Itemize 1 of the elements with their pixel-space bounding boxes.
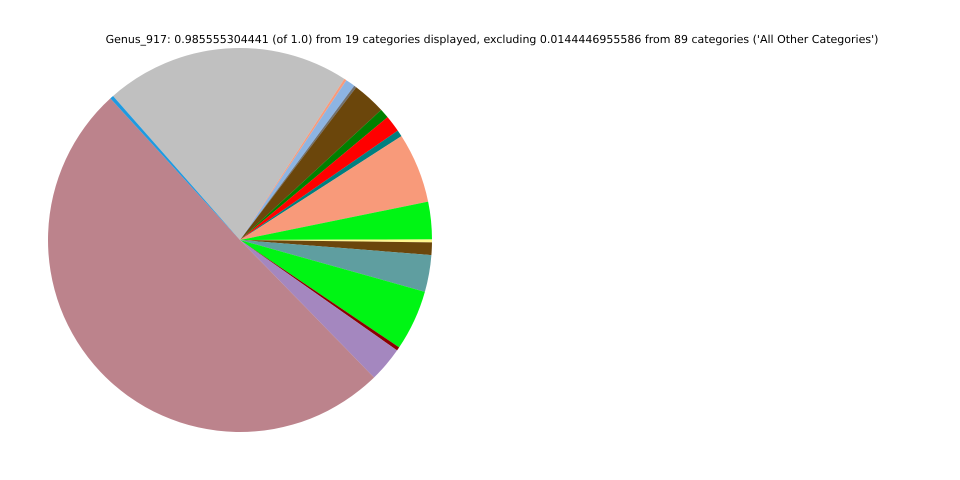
text: Genus_917: 0.985555304441 (of 1.0) from 19 categories displayed, excluding 0.0144446955586 from 89 categories ('All Other Categories')	[106, 32, 878, 46]
